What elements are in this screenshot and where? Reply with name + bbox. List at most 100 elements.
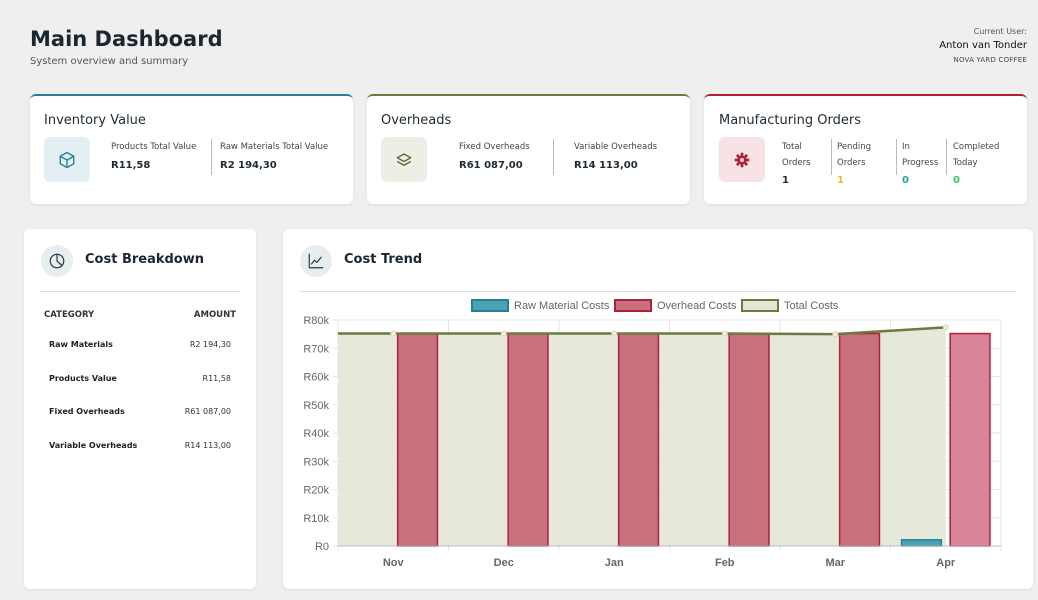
legend-swatch bbox=[741, 299, 779, 312]
fixed-overheads-value: R61 087,00 bbox=[459, 160, 523, 171]
variable-overheads-stat: Variable Overheads R14 113,00 bbox=[574, 139, 657, 174]
stat-divider bbox=[896, 139, 897, 175]
x-tick-label: Nov bbox=[383, 557, 405, 569]
y-tick-label: R10k bbox=[303, 513, 329, 525]
y-tick-label: R0 bbox=[315, 541, 329, 553]
in-progress-stat: In Progress 0 bbox=[902, 139, 938, 189]
legend-label[interactable]: Total Costs bbox=[784, 300, 839, 312]
row-category: Variable Overheads bbox=[49, 441, 138, 450]
stat-divider bbox=[831, 139, 832, 175]
overhead-costs-bar[interactable] bbox=[728, 332, 770, 547]
line-chart-icon bbox=[300, 245, 332, 277]
row-category: Products Value bbox=[49, 374, 117, 383]
cost-trend-title: Cost Trend bbox=[344, 252, 423, 267]
category-column-header: CATEGORY bbox=[44, 310, 95, 320]
cube-icon bbox=[44, 137, 90, 182]
inventory-value-card: Inventory Value Products Total Value R11… bbox=[30, 94, 353, 204]
total-costs-point[interactable] bbox=[611, 330, 618, 337]
y-tick-label: R30k bbox=[303, 456, 329, 468]
row-category: Raw Materials bbox=[49, 340, 113, 349]
x-tick-label: Jan bbox=[605, 557, 624, 569]
x-tick-label: Apr bbox=[936, 557, 956, 569]
page-subtitle: System overview and summary bbox=[30, 56, 189, 67]
fixed-overheads-stat: Fixed Overheads R61 087,00 bbox=[459, 139, 530, 174]
row-amount: R2 194,30 bbox=[189, 340, 231, 349]
completed-today-value: 0 bbox=[953, 175, 960, 186]
y-tick-label: R80k bbox=[303, 315, 329, 327]
y-tick-label: R40k bbox=[303, 428, 329, 440]
legend-label[interactable]: Overhead Costs bbox=[657, 300, 737, 312]
amount-column-header: AMOUNT bbox=[193, 310, 236, 320]
y-tick-label: R20k bbox=[303, 485, 329, 497]
products-total-value: R11,58 bbox=[111, 160, 151, 171]
in-progress-label: Progress bbox=[902, 158, 939, 168]
total-costs-line bbox=[338, 326, 946, 336]
inventory-card-title: Inventory Value bbox=[44, 113, 146, 128]
in-progress-value: 0 bbox=[902, 175, 909, 186]
total-costs-point[interactable] bbox=[832, 331, 839, 338]
x-tick-label: Mar bbox=[825, 557, 845, 569]
total-orders-label: Orders bbox=[782, 158, 811, 168]
legend-label[interactable]: Raw Material Costs bbox=[514, 300, 610, 312]
pending-orders-value: 1 bbox=[837, 175, 844, 186]
total-orders-stat: Total Orders 1 bbox=[782, 139, 811, 189]
cost-trend-panel: Cost Trend Raw Material Costs Overhead Co… bbox=[283, 229, 1033, 589]
y-tick-label: R50k bbox=[303, 400, 329, 412]
raw-materials-total-stat: Raw Materials Total Value R2 194,30 bbox=[220, 139, 328, 174]
gear-icon bbox=[719, 137, 765, 182]
overheads-card-title: Overheads bbox=[381, 113, 452, 128]
x-tick-label: Dec bbox=[494, 557, 514, 569]
page-title: Main Dashboard bbox=[30, 27, 223, 51]
stat-divider bbox=[553, 139, 554, 175]
total-costs-point[interactable] bbox=[390, 330, 397, 337]
manufacturing-card-title: Manufacturing Orders bbox=[719, 113, 861, 128]
pie-chart-icon bbox=[41, 245, 73, 277]
current-user-label: Current User: bbox=[973, 27, 1027, 36]
stat-divider bbox=[211, 139, 212, 175]
total-orders-label: Total bbox=[782, 142, 802, 152]
products-total-label: Products Total Value bbox=[111, 142, 197, 152]
current-user: Current User: Anton van Tonder NOVA YARD… bbox=[939, 27, 1027, 64]
products-total-stat: Products Total Value R11,58 bbox=[111, 139, 196, 174]
overheads-card: Overheads Fixed Overheads R61 087,00 Var… bbox=[367, 94, 690, 204]
x-tick-label: Feb bbox=[715, 557, 735, 569]
total-costs-point[interactable] bbox=[500, 330, 507, 337]
variable-overheads-label: Variable Overheads bbox=[574, 142, 658, 152]
cost-breakdown-title: Cost Breakdown bbox=[85, 252, 205, 267]
cost-breakdown-panel: Cost Breakdown CATEGORY AMOUNT Raw Mater… bbox=[24, 229, 256, 589]
in-progress-label: In bbox=[902, 142, 910, 152]
layers-icon bbox=[381, 137, 427, 182]
row-amount: R14 113,00 bbox=[184, 441, 231, 450]
pending-orders-label: Pending bbox=[837, 142, 871, 152]
raw-material-costs-bar[interactable] bbox=[900, 539, 943, 547]
legend-swatch bbox=[471, 299, 509, 312]
total-costs-point[interactable] bbox=[942, 324, 949, 331]
raw-materials-total-label: Raw Materials Total Value bbox=[220, 142, 329, 152]
row-category: Fixed Overheads bbox=[49, 407, 125, 416]
overhead-costs-bar[interactable] bbox=[949, 332, 991, 547]
pending-orders-stat: Pending Orders 1 bbox=[837, 139, 871, 189]
cost-trend-chart[interactable]: Raw Material Costs Overhead Costs Total Co… bbox=[283, 229, 1033, 589]
user-name[interactable]: Anton van Tonder bbox=[939, 40, 1027, 51]
overhead-costs-bar[interactable] bbox=[838, 332, 881, 547]
stat-divider bbox=[946, 139, 947, 175]
y-tick-label: R70k bbox=[303, 343, 329, 355]
company-name: NOVA YARD COFFEE bbox=[953, 56, 1027, 64]
total-costs-point[interactable] bbox=[721, 330, 728, 337]
panel-divider bbox=[40, 291, 240, 292]
overhead-costs-bar[interactable] bbox=[617, 332, 660, 547]
raw-materials-total-value: R2 194,30 bbox=[220, 160, 277, 171]
row-amount: R11,58 bbox=[202, 374, 231, 383]
legend-swatch bbox=[614, 299, 652, 312]
overhead-costs-bar[interactable] bbox=[507, 332, 549, 547]
row-amount: R61 087,00 bbox=[184, 407, 231, 416]
manufacturing-orders-card: Manufacturing Orders Total Orders 1 Pend… bbox=[704, 94, 1027, 204]
completed-today-label: Completed bbox=[953, 142, 1000, 152]
y-tick-label: R60k bbox=[303, 372, 329, 384]
completed-today-stat: Completed Today 0 bbox=[953, 139, 999, 189]
variable-overheads-value: R14 113,00 bbox=[574, 160, 638, 171]
pending-orders-label: Orders bbox=[837, 158, 866, 168]
total-orders-value: 1 bbox=[782, 175, 789, 186]
overhead-costs-bar[interactable] bbox=[396, 332, 439, 547]
completed-today-label: Today bbox=[953, 158, 978, 168]
